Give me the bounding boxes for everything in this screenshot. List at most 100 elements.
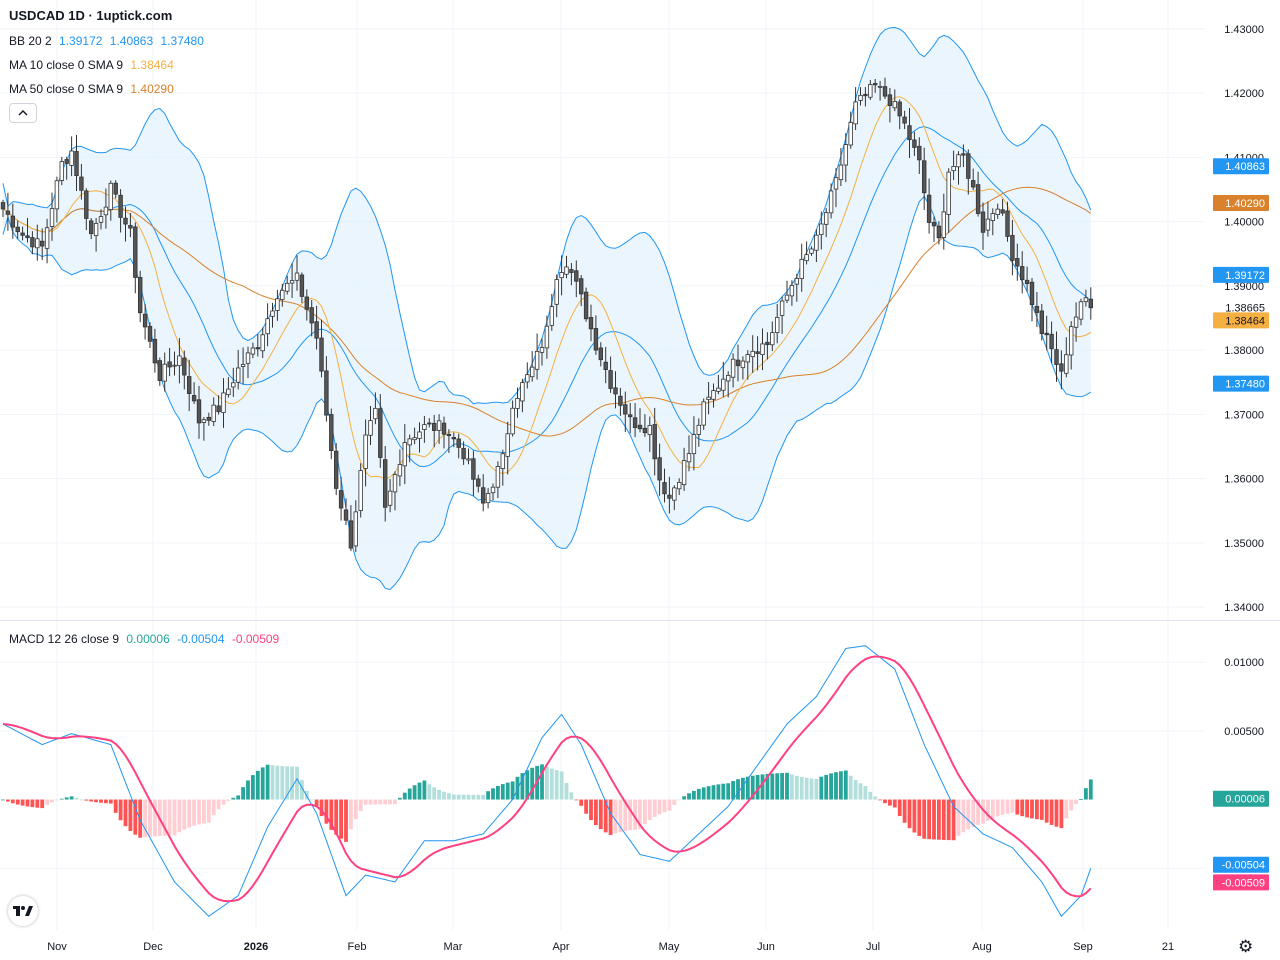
candle-body [931,222,937,227]
macd-histogram-bar [427,784,432,800]
candle-body [995,208,1000,215]
macd-histogram-bar [319,799,324,816]
candle-body [559,272,564,279]
macd-histogram-bar [447,793,451,800]
legend-ma50-value: 1.40290 [130,82,174,96]
macd-histogram-bar [907,799,912,829]
macd-histogram-bar [809,778,814,800]
legend-bb[interactable]: BB 20 2 1.39172 1.40863 1.37480 [9,34,208,48]
macd-histogram-bar [378,799,383,805]
macd-histogram-bar [246,780,250,800]
candle-body [779,300,785,316]
macd-histogram-bar [442,791,446,800]
macd-histogram-bar [647,799,652,821]
macd-histogram-bar [285,766,290,800]
price-badge-bb_mid-bg [1213,158,1269,175]
macd-histogram-bar [819,776,824,800]
macd-histogram-bar [476,794,481,800]
candle-body [828,190,834,214]
legend-ma10[interactable]: MA 10 close 0 SMA 9 1.38464 [9,58,178,72]
macd-histogram-bar [579,799,584,806]
candle-body [0,202,6,210]
candle-body [1073,316,1079,328]
macd-histogram-bar [726,783,731,800]
macd-histogram-bar [589,799,593,821]
macd-histogram-bar [603,799,608,833]
candle-body [677,481,682,490]
candle-body [1029,281,1035,306]
macd-histogram-bar [108,799,113,804]
candle-body [593,328,599,351]
candle-body [221,392,226,413]
candle-body [956,154,961,168]
candle-body [103,206,109,216]
candle-body [980,211,986,233]
macd-histogram-bar [750,775,755,800]
macd-histogram-bar [138,799,143,838]
collapse-legend-button[interactable] [9,103,37,123]
candle-body [152,338,158,364]
macd-histogram-bar [971,799,976,828]
candle-body [750,350,755,358]
macd-histogram-bar [623,799,628,832]
macd-histogram-bar [804,777,809,800]
macd-histogram-bar [241,787,245,800]
candle-body [1064,354,1069,374]
candle-body [485,493,491,504]
macd-histogram-bar [892,799,897,808]
macd-histogram-bar [6,799,10,802]
candle-body [123,217,128,225]
macd-histogram-bar [995,799,1000,817]
gear-icon[interactable]: ⚙ [1238,937,1254,956]
macd-histogram-bar [1000,799,1005,815]
candle-body [231,382,236,388]
macd-histogram-bar [456,794,461,800]
candle-body [431,422,437,431]
price-badge-bb_upper-bg [1213,266,1269,283]
legend-ma50[interactable]: MA 50 close 0 SMA 9 1.40290 [9,82,178,96]
macd-histogram-bar [153,799,157,837]
candle-body [10,215,15,228]
candle-body [260,334,265,352]
macd-histogram-bar [775,773,780,800]
price-badge-bb_lower: 1.37480 [1213,375,1269,392]
macd-histogram-bar [951,799,956,841]
candle-body [446,434,452,437]
macd-histogram-bar [1054,799,1059,827]
candle-body [505,433,510,457]
candles [0,77,1093,552]
macd-badge-macd-bg [1213,856,1269,873]
macd-histogram-bar [868,791,873,800]
macd-histogram-bar [716,784,721,800]
macd-histogram-bar [696,788,701,800]
macd-histogram-bar [251,775,255,800]
macd-histogram-bar [652,799,657,817]
candle-body [789,285,795,297]
candle-body [309,307,314,324]
macd-histogram-bar [368,799,373,805]
macd-histogram-bar [74,798,79,800]
candle-body [319,337,324,372]
macd-histogram-bar [941,799,946,840]
macd-histogram-bar [721,783,726,800]
macd-histogram-bar [902,799,907,823]
tradingview-logo-icon[interactable] [8,896,38,926]
macd-histogram-bar [1,799,5,801]
candle-body [549,306,554,326]
macd-histogram-bar [858,783,863,800]
price-tick-label: 1.35000 [1224,538,1264,550]
macd-badge-macd: -0.00504 [1213,856,1269,873]
macd-histogram-bar [393,799,397,805]
legend-bb-mid: 1.40863 [109,34,154,48]
macd-histogram-bar [765,773,770,800]
candle-body [1078,301,1084,320]
candle-body [598,347,603,361]
legend-macd[interactable]: MACD 12 26 close 9 0.00006 -0.00504 -0.0… [9,632,283,646]
candle-body [226,388,231,396]
macd-histogram-bar [956,799,961,836]
price-badge-ma10-bg [1213,312,1269,329]
candle-body [662,482,667,495]
time-label: Aug [972,941,992,953]
candle-body [142,313,148,328]
